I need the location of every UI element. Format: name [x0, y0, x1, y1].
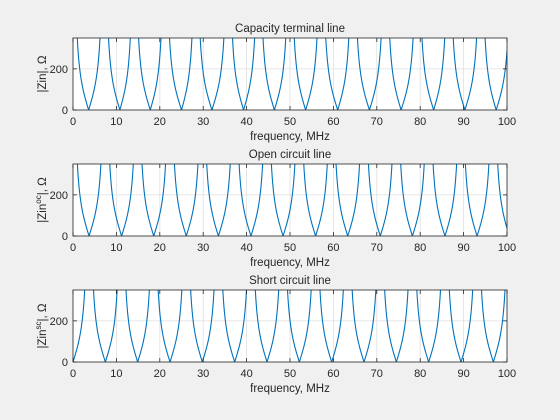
x-tick-label: 20: [154, 368, 166, 380]
x-tick-label: 40: [240, 242, 252, 254]
subplot-2: 0 10 20 30 40 50 60 70 80 90 100 0 200 Open circuit l…: [34, 149, 516, 269]
chart-title: Short circuit line: [249, 275, 331, 287]
x-tick-label: 50: [284, 116, 296, 128]
chart-title: Capacity terminal line: [235, 23, 345, 35]
x-tick-label: 70: [371, 242, 383, 254]
x-tick-label: 60: [327, 368, 339, 380]
x-tick-label: 30: [197, 368, 209, 380]
x-tick-label: 100: [498, 116, 516, 128]
y-tick-label: 0: [62, 105, 68, 117]
subplot-3: 0 10 20 30 40 50 60 70 80 90 100 0 200 Short circuit …: [34, 275, 516, 395]
x-tick-label: 40: [240, 116, 252, 128]
x-tick-label: 70: [371, 368, 383, 380]
subplot-1: 0 10 20 30 40 50 60 70 80 90 100 0 200 Capacity termi…: [37, 23, 516, 143]
x-tick-label: 40: [240, 368, 252, 380]
x-tick-label: 10: [110, 242, 122, 254]
y-tick-label: 0: [62, 231, 68, 243]
x-tick-label: 30: [197, 116, 209, 128]
x-tick-label: 90: [457, 368, 469, 380]
x-tick-label: 30: [197, 242, 209, 254]
x-tick-label: 80: [414, 368, 426, 380]
x-axis-label: frequency, MHz: [250, 383, 330, 395]
series-line-1: [76, 38, 507, 110]
y-axis-label: |Zinoc|, Ω: [34, 177, 49, 223]
x-tick-label: 100: [498, 368, 516, 380]
x-tick-label: 20: [154, 116, 166, 128]
y-tick-label: 200: [50, 190, 68, 202]
x-tick-label: 10: [110, 116, 122, 128]
x-tick-label: 60: [327, 116, 339, 128]
x-tick-label: 50: [284, 242, 296, 254]
x-tick-label: 100: [498, 242, 516, 254]
x-axis-label: frequency, MHz: [250, 131, 330, 143]
x-axis-label: frequency, MHz: [250, 257, 330, 269]
x-tick-label: 70: [371, 116, 383, 128]
x-tick-label: 0: [70, 242, 76, 254]
x-tick-label: 50: [284, 368, 296, 380]
y-tick-label: 200: [50, 316, 68, 328]
x-tick-label: 10: [110, 368, 122, 380]
y-tick-label: 200: [50, 64, 68, 76]
y-axis-label: |Zinsc|, Ω: [34, 303, 49, 348]
x-tick-label: 90: [457, 116, 469, 128]
x-tick-label: 60: [327, 242, 339, 254]
x-tick-label: 80: [414, 116, 426, 128]
series-line-1: [73, 290, 506, 362]
x-tick-label: 90: [457, 242, 469, 254]
chart-title: Open circuit line: [249, 149, 331, 161]
y-tick-label: 0: [62, 357, 68, 369]
x-tick-label: 0: [70, 368, 76, 380]
y-axis-label: |Zin|, Ω: [37, 55, 49, 92]
x-tick-label: 0: [70, 116, 76, 128]
x-tick-label: 20: [154, 242, 166, 254]
series-line-1: [76, 164, 507, 236]
x-tick-label: 80: [414, 242, 426, 254]
